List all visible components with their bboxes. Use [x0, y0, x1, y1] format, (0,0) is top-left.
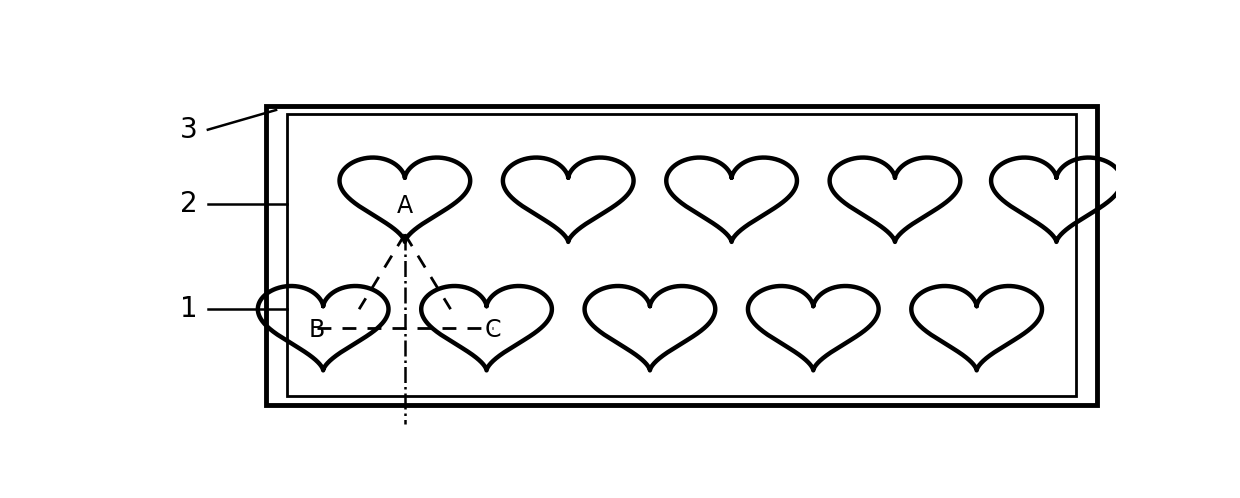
- Text: A: A: [397, 194, 413, 218]
- Text: 3: 3: [180, 116, 197, 144]
- Text: C: C: [485, 318, 501, 342]
- Text: 2: 2: [180, 190, 197, 219]
- Bar: [286, 114, 1075, 396]
- Bar: [265, 106, 1096, 405]
- Text: B: B: [309, 318, 325, 342]
- Text: 1: 1: [180, 295, 197, 323]
